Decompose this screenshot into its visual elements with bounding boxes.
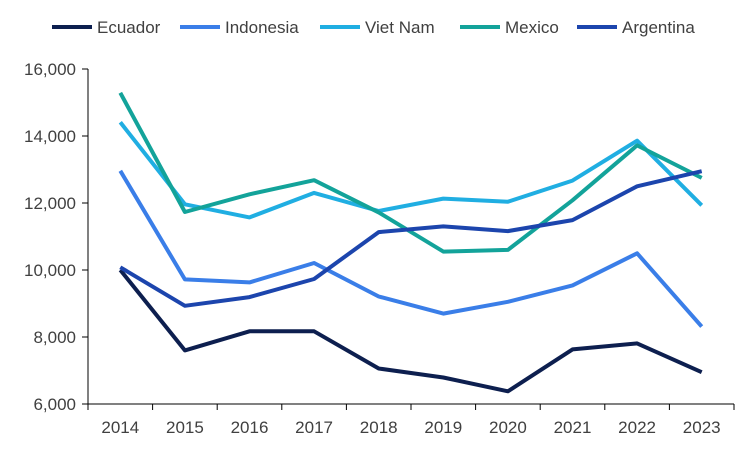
legend-label: Mexico [505,18,559,37]
y-tick-label: 16,000 [24,60,76,79]
series-line-mexico [118,91,703,254]
legend-item-viet-nam: Viet Nam [320,18,435,37]
y-tick-label: 8,000 [33,328,76,347]
series-line-indonesia [118,169,704,328]
y-tick-label: 14,000 [24,127,76,146]
legend-item-indonesia: Indonesia [180,18,299,37]
legend-label: Argentina [622,18,695,37]
series-line-viet-nam [118,121,704,220]
legend-item-argentina: Argentina [577,18,695,37]
legend-label: Indonesia [225,18,299,37]
series-line-argentina [119,169,703,308]
x-tick-label: 2019 [424,418,462,437]
series-layer [118,91,704,394]
x-tick-label: 2015 [166,418,204,437]
y-tick-label: 6,000 [33,395,76,414]
legend-label: Ecuador [97,18,161,37]
x-tick-label: 2014 [101,418,139,437]
legend-item-ecuador: Ecuador [52,18,161,37]
legend-item-mexico: Mexico [460,18,559,37]
x-axis: 2014 2015 2016 2017 2018 2019 2020 2021 2022 2023 [87,403,735,437]
legend: Ecuador Indonesia Viet Nam Mexico Argentina [52,18,695,37]
x-tick-label: 2022 [618,418,656,437]
legend-label: Viet Nam [365,18,435,37]
x-tick-label: 2020 [489,418,527,437]
x-tick-label: 2016 [231,418,269,437]
x-tick-label: 2023 [683,418,721,437]
x-tick-label: 2018 [360,418,398,437]
y-tick-label: 10,000 [24,261,76,280]
series-line-ecuador [118,268,703,394]
y-tick-label: 12,000 [24,194,76,213]
x-tick-label: 2017 [295,418,333,437]
x-tick-label: 2021 [554,418,592,437]
y-axis: 6,000 8,000 10,000 12,000 14,000 16,000 [24,60,89,414]
